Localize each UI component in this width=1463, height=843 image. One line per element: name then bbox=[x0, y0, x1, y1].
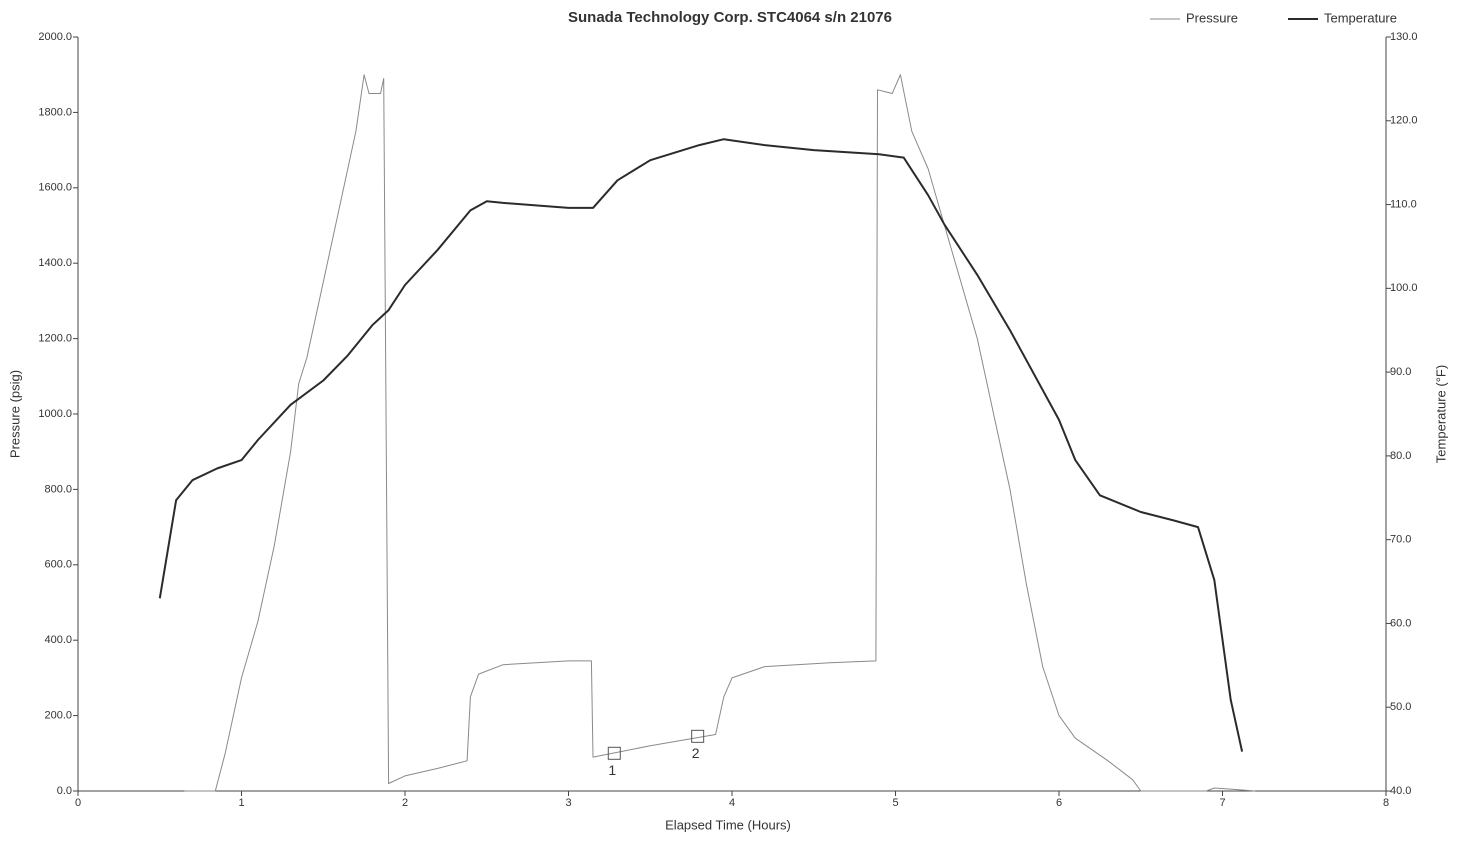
series-line bbox=[184, 74, 1256, 792]
y2-tick-label: 90.0 bbox=[1390, 366, 1411, 378]
x-axis-label: Elapsed Time (Hours) bbox=[665, 817, 791, 832]
y-tick-label: 200.0 bbox=[44, 710, 72, 722]
y2-tick-label: 110.0 bbox=[1390, 198, 1417, 210]
y2-tick-label: 130.0 bbox=[1390, 31, 1418, 43]
x-tick-label: 8 bbox=[1383, 797, 1389, 809]
x-tick-label: 5 bbox=[892, 797, 898, 809]
y2-tick-label: 80.0 bbox=[1390, 450, 1411, 462]
y2-axis-label: Temperature (°F) bbox=[1433, 365, 1448, 463]
y-tick-label: 2000.0 bbox=[38, 31, 72, 43]
annotation-marker bbox=[691, 729, 705, 743]
legend-label: Pressure bbox=[1186, 10, 1238, 25]
annotation-label: 1 bbox=[608, 762, 616, 778]
legend-label: Temperature bbox=[1324, 10, 1397, 25]
y2-tick-label: 40.0 bbox=[1390, 785, 1411, 797]
x-tick-label: 4 bbox=[729, 797, 735, 809]
y-tick-label: 1600.0 bbox=[38, 182, 72, 194]
y2-tick-label: 60.0 bbox=[1390, 617, 1411, 629]
y-tick-label: 800.0 bbox=[44, 483, 72, 495]
y2-tick-label: 100.0 bbox=[1390, 282, 1418, 294]
chart-title: Sunada Technology Corp. STC4064 s/n 2107… bbox=[568, 9, 892, 26]
series-line bbox=[158, 138, 1244, 752]
y2-tick-label: 120.0 bbox=[1390, 115, 1418, 127]
y2-tick-label: 70.0 bbox=[1390, 534, 1411, 546]
y-tick-label: 1400.0 bbox=[38, 257, 72, 269]
x-tick-label: 7 bbox=[1219, 797, 1225, 809]
x-tick-label: 6 bbox=[1056, 797, 1062, 809]
y-tick-label: 1200.0 bbox=[38, 333, 72, 345]
annotation-label: 2 bbox=[692, 745, 700, 761]
y-tick-label: 1000.0 bbox=[38, 408, 72, 420]
x-tick-label: 0 bbox=[75, 797, 81, 809]
y-tick-label: 400.0 bbox=[44, 634, 72, 646]
x-tick-label: 2 bbox=[402, 797, 408, 809]
x-tick-label: 3 bbox=[565, 797, 571, 809]
annotation-marker bbox=[607, 746, 621, 760]
y-tick-label: 600.0 bbox=[44, 559, 72, 571]
x-tick-label: 1 bbox=[238, 797, 244, 809]
y-axis-label: Pressure (psig) bbox=[7, 370, 22, 458]
y2-tick-label: 50.0 bbox=[1390, 701, 1411, 713]
y-tick-label: 0.0 bbox=[57, 785, 72, 797]
y-tick-label: 1800.0 bbox=[38, 106, 72, 118]
